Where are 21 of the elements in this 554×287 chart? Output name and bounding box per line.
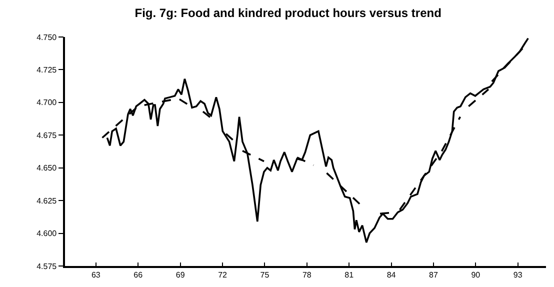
y-tick-label: 4.650 [36,164,58,173]
x-tick-label: 75 [260,270,270,280]
y-tick-label: 4.725 [36,66,58,75]
x-tick-label: 93 [513,270,523,280]
x-tick-label: 72 [218,270,228,280]
x-tick-label: 69 [176,270,186,280]
line-series [106,37,530,244]
y-tick-label: 4.575 [36,262,58,271]
x-tick-label: 81 [344,270,354,280]
x-tick-label: 84 [386,270,396,280]
y-tick-label: 4.675 [36,130,58,140]
x-tick-label: 78 [302,270,312,280]
chart-title: Fig. 7g: Food and kindred product hours versus trend [134,6,442,20]
y-tick-label: 4.700 [36,98,58,108]
x-tick-label: 63 [91,270,101,280]
x-tick-label: 66 [134,270,144,280]
x-tick-label: 87 [429,270,438,280]
y-tick-label: 4.625 [36,196,58,206]
x-tick-label: 90 [471,270,481,280]
y-tick-label: 4.750 [36,32,58,42]
y-tick-label: 4.600 [36,229,58,238]
